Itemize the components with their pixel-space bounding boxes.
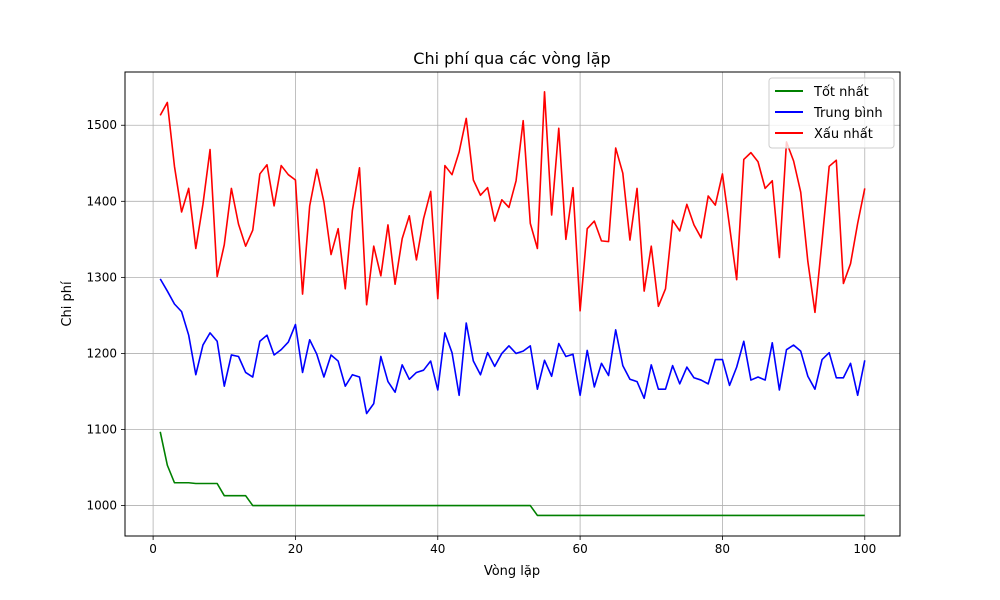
legend-box	[768, 77, 895, 149]
y-tick-label: 1300	[86, 270, 117, 284]
y-tick-label: 1200	[86, 346, 117, 360]
ticks: 0 20 40 60 80 100 1000 1100 1200 1300 1400 1500	[86, 118, 876, 556]
x-tick-label: 0	[149, 542, 157, 556]
x-tick-label: 100	[853, 542, 876, 556]
x-tick-label: 20	[288, 542, 303, 556]
y-tick-label: 1000	[86, 499, 117, 513]
y-axis-label: Chi phí	[60, 281, 75, 327]
y-tick-label: 1500	[86, 118, 117, 132]
grid	[125, 72, 900, 536]
plot-frame	[124, 71, 901, 537]
legend: Tốt nhất Trung bình Xấu nhất	[768, 77, 895, 149]
series-line-0	[159, 431, 865, 517]
series-line-1	[159, 278, 866, 415]
x-tick-label: 60	[572, 542, 587, 556]
x-tick-label: 40	[430, 542, 445, 556]
y-tick-label: 1100	[86, 423, 117, 437]
x-axis-label: Vòng lặp	[484, 564, 540, 579]
legend-label-xau-nhat: Xấu nhất	[814, 127, 873, 142]
x-tick-label: 80	[715, 542, 730, 556]
legend-label-trung-binh: Trung bình	[813, 106, 883, 121]
legend-label-tot-nhat: Tốt nhất	[813, 85, 869, 100]
series-line-2	[159, 90, 866, 314]
chart-title: Chi phí qua các vòng lặp	[413, 49, 610, 68]
series-layer	[159, 90, 866, 517]
y-tick-label: 1400	[86, 194, 117, 208]
